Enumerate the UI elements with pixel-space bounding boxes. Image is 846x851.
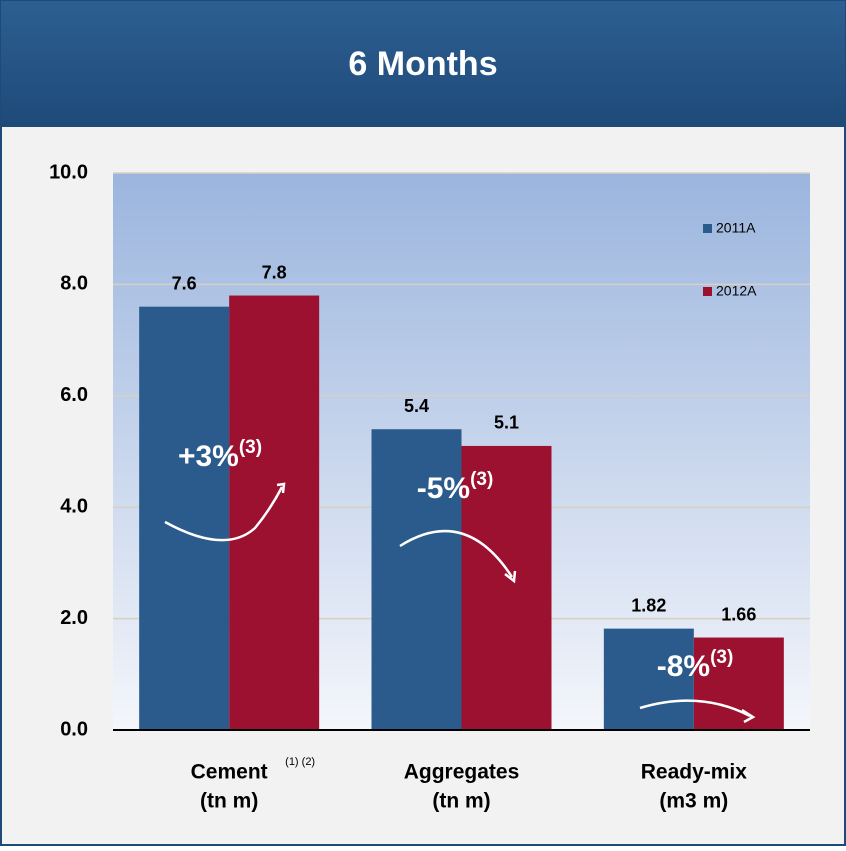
bar bbox=[229, 295, 320, 730]
change-footnote: (3) bbox=[239, 437, 262, 458]
value-label: 5.1 bbox=[494, 413, 519, 433]
x-tick-sublabel: (tn m) bbox=[200, 790, 258, 813]
change-footnote: (3) bbox=[710, 647, 733, 668]
value-label: 7.8 bbox=[262, 262, 287, 282]
x-tick-sublabel: (m3 m) bbox=[659, 790, 728, 813]
header bbox=[1, 1, 845, 127]
y-tick-label: 0.0 bbox=[60, 718, 88, 740]
change-footnote: (3) bbox=[470, 469, 493, 490]
trend-arrows bbox=[164, 482, 756, 724]
change-value: +3% bbox=[178, 440, 239, 473]
value-label: 1.66 bbox=[721, 604, 756, 624]
change-annotation: -8%(3) bbox=[657, 647, 734, 683]
x-tick-sublabel: (tn m) bbox=[432, 790, 490, 813]
change-annotation: -5%(3) bbox=[417, 469, 494, 505]
y-tick-label: 4.0 bbox=[60, 495, 88, 517]
y-tick-label: 2.0 bbox=[60, 607, 88, 629]
legend-swatch bbox=[703, 224, 712, 233]
x-tick-label: Cement bbox=[191, 761, 268, 784]
change-value: -8% bbox=[657, 650, 710, 683]
y-tick-label: 8.0 bbox=[60, 273, 88, 295]
y-tick-label: 6.0 bbox=[60, 384, 88, 406]
value-label: 5.4 bbox=[404, 396, 429, 416]
bar bbox=[139, 306, 230, 730]
bar bbox=[693, 637, 784, 730]
value-label: 1.82 bbox=[631, 595, 666, 615]
bar bbox=[603, 628, 694, 730]
bar bbox=[461, 445, 552, 730]
legend-label: 2011A bbox=[716, 220, 756, 236]
change-value: -5% bbox=[417, 472, 470, 505]
legend-label: 2012A bbox=[716, 283, 757, 299]
legend-swatch bbox=[703, 287, 712, 296]
x-tick-label: Ready-mix bbox=[641, 761, 748, 784]
footnote-mark: (1) (2) bbox=[285, 756, 315, 768]
y-tick-label: 10.0 bbox=[49, 161, 88, 183]
x-tick-label: Aggregates bbox=[404, 761, 520, 784]
value-label: 7.6 bbox=[172, 273, 197, 293]
change-annotation: +3%(3) bbox=[178, 437, 262, 473]
chart-title: 6 Months bbox=[348, 45, 497, 83]
bar bbox=[371, 429, 462, 730]
